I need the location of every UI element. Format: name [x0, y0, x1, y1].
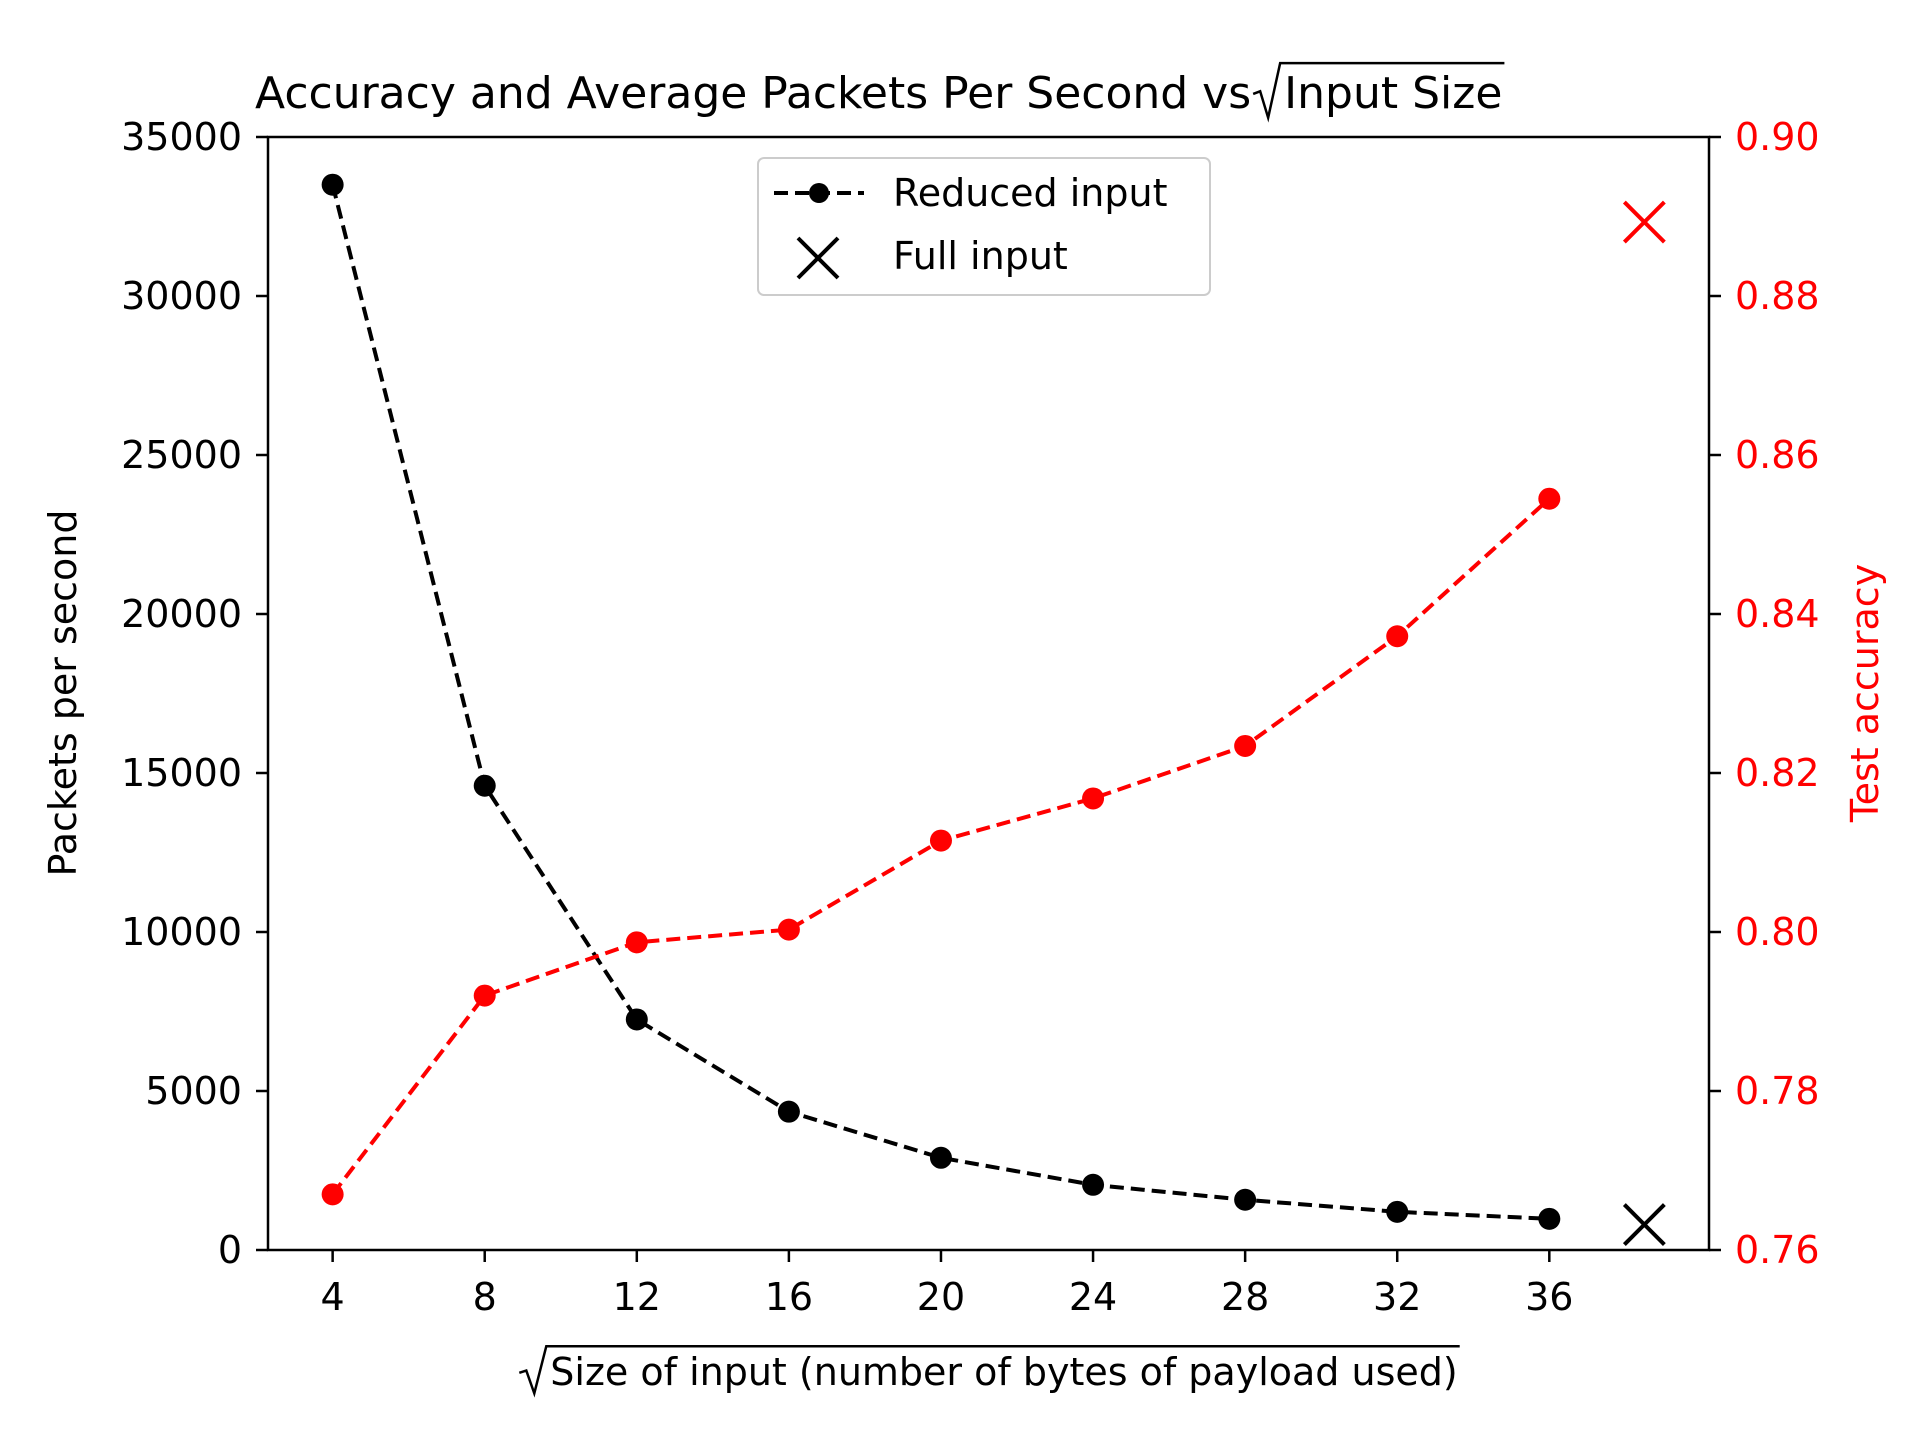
y-right-tick-label: 0.80: [1735, 910, 1820, 954]
y-left-tick-label: 30000: [121, 274, 242, 318]
x-axis-label-sqrt-symbol: [518, 1344, 1460, 1398]
data-point-accuracy: [625, 931, 648, 954]
data-point-packets: [1386, 1200, 1409, 1223]
data-point-accuracy: [473, 984, 496, 1007]
x-axis-label: Size of input (number of bytes of payloa…: [518, 1344, 1460, 1398]
x-tick-label: 36: [1525, 1275, 1573, 1319]
y-left-tick-label: 20000: [121, 592, 242, 636]
legend: Reduced input Full input: [757, 157, 1211, 296]
x-tick-label: 32: [1373, 1275, 1421, 1319]
data-point-accuracy: [1082, 787, 1105, 810]
y-left-tick-label: 35000: [121, 115, 242, 159]
data-point-accuracy: [1386, 625, 1409, 648]
y-left-axis-ticks: 0 5000 10000 15000 20000 25000 30000 35000: [121, 115, 268, 1272]
data-point-accuracy: [1538, 487, 1561, 510]
chart-title-prefix: Accuracy and Average Packets Per Second …: [255, 68, 1251, 119]
full-input-marker-accuracy: [1622, 200, 1666, 244]
data-point-accuracy: [929, 829, 952, 852]
y-left-axis-label: Packets per second: [41, 510, 85, 877]
series-layer: [321, 173, 1666, 1246]
data-point-packets: [1538, 1207, 1561, 1230]
data-point-packets: [777, 1100, 800, 1123]
x-tick-label: 20: [917, 1275, 965, 1319]
data-point-packets: [1082, 1173, 1105, 1196]
data-point-accuracy: [777, 918, 800, 941]
legend-full-label: Full input: [893, 234, 1068, 278]
y-left-tick-label: 10000: [121, 910, 242, 954]
data-point-packets: [625, 1008, 648, 1031]
x-axis-label-sqrt-term: Size of input (number of bytes of payloa…: [550, 1350, 1457, 1394]
y-right-tick-label: 0.84: [1735, 592, 1820, 636]
y-left-tick-label: 5000: [145, 1069, 242, 1113]
y-right-tick-label: 0.86: [1735, 433, 1820, 477]
chart-title-sqrt-term: Input Size: [1284, 68, 1502, 119]
x-tick-label: 28: [1221, 1275, 1269, 1319]
y-right-tick-label: 0.76: [1735, 1228, 1820, 1272]
y-left-tick-label: 0: [218, 1228, 242, 1272]
x-tick-label: 12: [613, 1275, 661, 1319]
x-tick-label: 24: [1069, 1275, 1117, 1319]
data-point-packets: [1234, 1188, 1257, 1211]
legend-reduced-label: Reduced input: [893, 171, 1168, 215]
chart-title: Accuracy and Average Packets Per Second …: [255, 61, 1505, 123]
chart-title-sqrt-symbol: [1252, 61, 1505, 123]
x-tick-label: 16: [765, 1275, 813, 1319]
y-left-tick-label: 25000: [121, 433, 242, 477]
y-right-tick-label: 0.78: [1735, 1069, 1820, 1113]
y-right-tick-label: 0.90: [1735, 115, 1820, 159]
data-point-packets: [321, 173, 344, 196]
data-point-packets: [473, 774, 496, 797]
x-axis-ticks: 4 8 12 16 20 24 28 32 36: [321, 1250, 1573, 1319]
plot-frame: [266, 135, 1711, 1252]
legend-reduced-marker: [809, 183, 829, 203]
y-right-tick-label: 0.82: [1735, 751, 1820, 795]
x-tick-label: 8: [473, 1275, 497, 1319]
legend-full-marker: [796, 236, 840, 280]
y-right-axis-ticks: 0.76 0.78 0.80 0.82 0.84 0.86 0.88 0.90: [1709, 115, 1820, 1272]
data-point-accuracy: [321, 1183, 344, 1206]
data-point-packets: [929, 1146, 952, 1169]
y-left-tick-label: 15000: [121, 751, 242, 795]
data-point-accuracy: [1234, 734, 1257, 757]
y-right-tick-label: 0.88: [1735, 274, 1820, 318]
series-line-packets: [330, 184, 1550, 1221]
full-input-marker-packets: [1622, 1203, 1666, 1246]
y-right-axis-label: Test accuracy: [1843, 564, 1887, 823]
x-tick-label: 4: [321, 1275, 345, 1319]
legend-box: [757, 157, 1211, 296]
